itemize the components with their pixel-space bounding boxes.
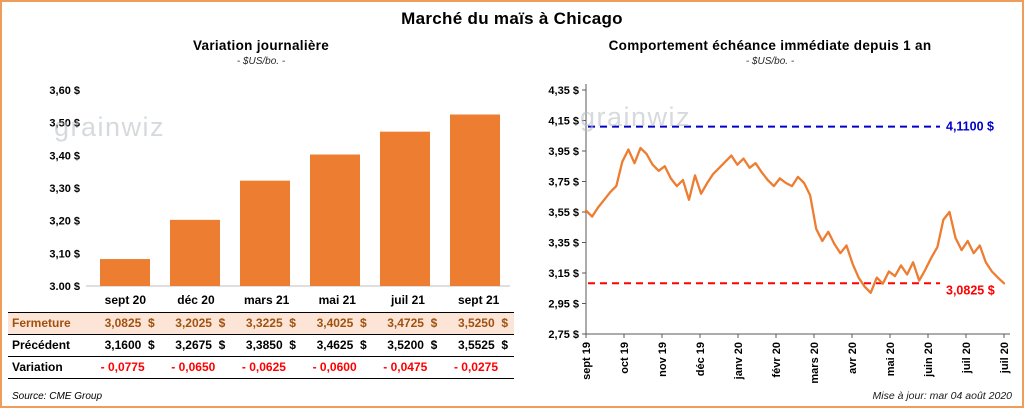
month-header: déc 20 <box>177 292 215 307</box>
line-x-tick-label: nov 19 <box>657 342 669 377</box>
daily-variation-panel: Variation journalière - $US/bo. - 3,60 $… <box>8 36 514 379</box>
table-header-row: sept 20 déc 20 mars 21 mai 21 juil 21 sept 21 <box>8 290 514 312</box>
line-y-tick-label: 2,95 $ <box>548 299 579 311</box>
cell-value: - 0,0275 <box>453 360 498 374</box>
row-label: Variation <box>12 360 63 374</box>
cell-value: 3,2025 $ <box>175 316 226 330</box>
table-corner <box>8 290 90 312</box>
line-x-tick-label: juin 20 <box>923 342 935 378</box>
price-table: sept 20 déc 20 mars 21 mai 21 juil 21 sept 21… <box>8 290 514 379</box>
bar-mai 21 <box>310 154 360 286</box>
page-title: Marché du maïs à Chicago <box>401 9 623 28</box>
cell-value: - 0,0650 <box>171 360 216 374</box>
left-chart-subtitle: - $US/bo. - <box>236 56 286 67</box>
bar-y-tick-label: 3,20 $ <box>49 216 80 228</box>
cell-value: 3,5525 $ <box>457 338 508 352</box>
right-chart-title: Comportement échéance immédiate depuis 1… <box>608 38 932 53</box>
table-row-previous: Précédent 3,1600 $ 3,2675 $ 3,3850 $ 3,4625 … <box>8 334 514 356</box>
line-y-tick-label: 3,15 $ <box>548 268 579 280</box>
month-header: juil 21 <box>390 292 425 307</box>
front-month-panel: Comportement échéance immédiate depuis 1… <box>520 36 1020 398</box>
line-y-tick-label: 3,35 $ <box>548 238 579 250</box>
line-y-tick-label: 3,75 $ <box>548 177 579 189</box>
line-x-tick-label: oct 19 <box>619 342 631 374</box>
line-x-tick-label: déc 19 <box>695 342 707 376</box>
line-x-tick-label: sept 19 <box>581 342 593 380</box>
front-month-line-chart: 4,35 $ 4,15 $ 3,95 $ 3,75 $ 3,55 $ 3,35 $ 3,15… <box>548 84 1011 384</box>
bar-sept 21 <box>450 114 500 286</box>
month-header: sept 21 <box>457 292 500 307</box>
cell-value: - 0,0625 <box>241 360 286 374</box>
bar-y-tick-label: 3,60 $ <box>49 85 80 97</box>
cell-value: - 0,0775 <box>100 360 145 374</box>
row-label: Précédent <box>12 338 71 352</box>
cell-value: - 0,0475 <box>383 360 428 374</box>
right-chart-subtitle: - $US/bo. - <box>745 56 795 67</box>
line-y-tick-label: 2,75 $ <box>548 329 579 341</box>
month-header: mai 21 <box>318 292 356 307</box>
line-y-tick-label: 4,15 $ <box>548 116 579 128</box>
line-x-tick-label: juil 20 <box>961 342 973 374</box>
daily-variation-bar-chart: 3,60 $ 3,50 $ 3,40 $ 3,30 $ 3,20 $ 3,10 $ 3,00… <box>49 85 510 290</box>
bar-y-tick-label: 3,40 $ <box>49 150 80 162</box>
left-chart-title: Variation journalière <box>192 38 330 53</box>
bar-juil 21 <box>380 131 430 286</box>
table-row-close: Fermeture 3,0825 $ 3,2025 $ 3,3225 $ 3,4025 … <box>8 312 514 334</box>
row-label: Fermeture <box>12 316 71 330</box>
line-x-tick-label: juil 20 <box>999 342 1011 374</box>
table-row-variation: Variation - 0,0775 - 0,0650 - 0,0625 - 0,060… <box>8 356 514 378</box>
line-y-tick-label: 3,95 $ <box>548 146 579 158</box>
bar-sept 20 <box>100 259 150 286</box>
line-x-tick-label: mai 20 <box>885 342 897 376</box>
high-reference-label: 4,1100 $ <box>946 120 994 134</box>
cell-value: 3,5250 $ <box>457 316 508 330</box>
cell-value: - 0,0600 <box>312 360 357 374</box>
bar-y-tick-label: 3,00 $ <box>49 281 80 290</box>
price-line-series <box>584 146 1006 294</box>
line-y-tick-label: 4,35 $ <box>548 85 579 97</box>
low-reference-label: 3,0825 $ <box>946 283 995 297</box>
month-header: mars 21 <box>243 292 290 307</box>
cell-value: 3,4725 $ <box>387 316 438 330</box>
line-x-tick-label: janv 20 <box>733 342 745 380</box>
cell-value: 3,4025 $ <box>316 316 367 330</box>
updated-note: Mise à jour: mar 04 août 2020 <box>872 390 1013 402</box>
cell-value: 3,4625 $ <box>316 338 367 352</box>
line-x-tick-label: févr 20 <box>771 342 783 377</box>
cell-value: 3,5200 $ <box>387 338 438 352</box>
bar-y-tick-label: 3,30 $ <box>49 183 80 195</box>
cell-value: 3,1600 $ <box>104 338 155 352</box>
line-y-tick-label: 3,55 $ <box>548 207 579 219</box>
line-x-tick-label: avr 20 <box>847 342 859 374</box>
bar-y-tick-label: 3,50 $ <box>49 118 80 130</box>
bar-déc 20 <box>170 219 220 286</box>
line-x-tick-label: mars 20 <box>809 342 821 384</box>
source-note: Source: CME Group <box>12 391 103 402</box>
bar-y-tick-label: 3,10 $ <box>49 248 80 260</box>
cell-value: 3,3850 $ <box>245 338 296 352</box>
cell-value: 3,2675 $ <box>175 338 226 352</box>
bar-mars 21 <box>240 180 290 286</box>
cell-value: 3,0825 $ <box>104 316 155 330</box>
cell-value: 3,3225 $ <box>245 316 296 330</box>
month-header: sept 20 <box>104 292 146 307</box>
